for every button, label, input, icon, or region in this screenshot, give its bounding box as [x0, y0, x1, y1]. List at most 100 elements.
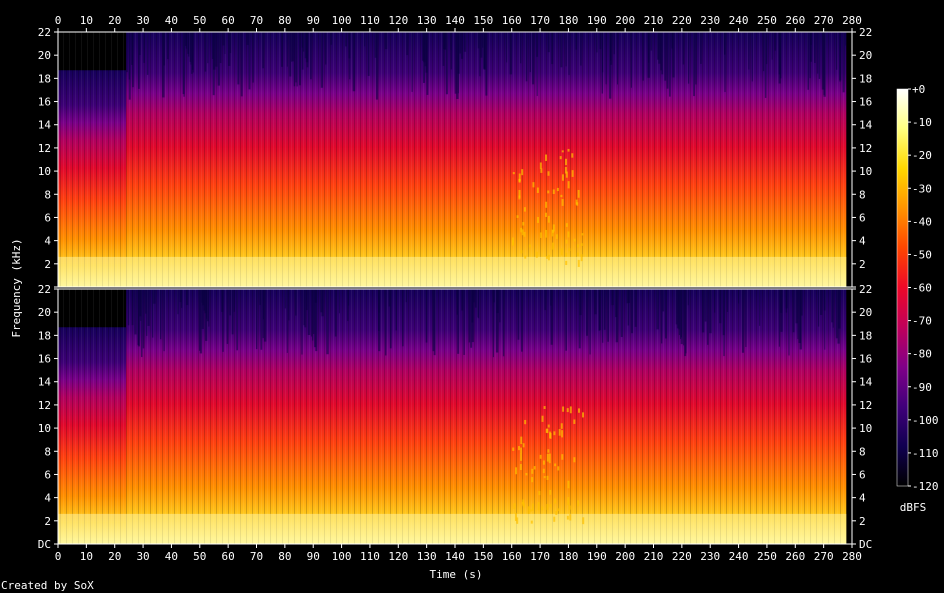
- transient-spot: [520, 250, 523, 254]
- x-tick-label: 50: [193, 14, 206, 27]
- high-band-streak: [146, 289, 148, 336]
- x-tick-label: 140: [445, 550, 465, 563]
- high-band-streak: [771, 32, 773, 60]
- transient-spot: [567, 231, 570, 238]
- transient-spot: [567, 181, 570, 189]
- transient-spot: [576, 244, 579, 248]
- x-tick-label: 280: [842, 550, 862, 563]
- high-band-streak: [821, 32, 825, 90]
- high-band-streak: [259, 289, 261, 305]
- high-band-streak: [707, 289, 709, 345]
- x-tick-label: 130: [417, 550, 437, 563]
- high-band-streak: [345, 32, 347, 47]
- high-band-streak: [774, 32, 777, 51]
- high-band-streak: [138, 32, 140, 89]
- high-band-streak: [378, 289, 381, 352]
- high-band-streak: [315, 289, 318, 352]
- high-band-streak: [579, 289, 582, 316]
- high-band-streak: [305, 32, 309, 63]
- y-tick-label: 22: [38, 26, 51, 39]
- colorbar-tick-label: -70: [912, 315, 932, 328]
- x-axis-label: Time (s): [430, 568, 483, 581]
- high-band-streak: [714, 289, 716, 313]
- x-tick-label: 180: [558, 14, 578, 27]
- high-band-streak: [658, 32, 661, 64]
- x-tick-label: 170: [530, 14, 550, 27]
- high-band-streak: [837, 289, 840, 344]
- high-band-streak: [222, 32, 225, 46]
- transient-spot: [512, 172, 515, 175]
- high-band-streak: [484, 32, 486, 70]
- high-band-streak: [521, 289, 523, 352]
- transient-spot: [549, 504, 552, 508]
- high-band-streak: [281, 32, 284, 67]
- footer-credit: Created by SoX: [1, 579, 94, 592]
- high-band-streak: [320, 32, 324, 88]
- colorbar-strip: [896, 88, 909, 487]
- transient-spot: [560, 194, 563, 198]
- colorbar-tick-label: -40: [912, 215, 932, 228]
- high-band-streak: [627, 289, 630, 326]
- high-band-streak: [778, 32, 781, 84]
- y-tick-label: 14: [38, 119, 52, 132]
- high-band-streak: [314, 289, 317, 348]
- high-band-streak: [479, 32, 481, 77]
- transient-spot: [537, 502, 540, 511]
- transient-spot: [555, 234, 558, 239]
- y-tick-label: 22: [859, 283, 872, 296]
- high-band-streak: [759, 289, 761, 326]
- high-band-streak: [302, 32, 305, 52]
- x-tick-label: 140: [445, 14, 465, 27]
- high-band-streak: [222, 289, 224, 352]
- high-band-streak: [616, 32, 619, 85]
- high-band-streak: [263, 289, 267, 342]
- colorbar-tick-label: -100: [912, 414, 939, 427]
- high-band-streak: [384, 32, 388, 50]
- high-band-streak: [785, 289, 788, 313]
- x-tick-label: 40: [165, 550, 178, 563]
- high-band-streak: [666, 32, 669, 89]
- transient-spot: [539, 162, 542, 169]
- transient-spot: [547, 215, 550, 223]
- x-tick-label: 90: [307, 550, 320, 563]
- high-band-streak: [568, 32, 570, 76]
- high-band-streak: [295, 32, 297, 83]
- y-tick-label: 18: [859, 72, 872, 85]
- high-band-streak: [779, 289, 783, 313]
- high-band-streak: [402, 289, 404, 347]
- y-axis-label: Frequency (kHz): [10, 238, 23, 337]
- x-tick-label: 270: [814, 14, 834, 27]
- high-band-streak: [605, 32, 607, 85]
- transient-spot: [533, 466, 536, 470]
- channel-1-panel: [58, 32, 852, 287]
- transient-spot: [565, 171, 568, 178]
- high-band-streak: [307, 289, 311, 336]
- y-tick-label: 22: [38, 283, 51, 296]
- high-band-streak: [662, 289, 665, 312]
- high-band-streak: [596, 32, 598, 53]
- high-band-streak: [330, 32, 333, 45]
- high-band-streak: [460, 32, 464, 59]
- transient-spot: [545, 154, 548, 161]
- transient-spot: [557, 466, 560, 471]
- high-band-streak: [180, 289, 183, 308]
- transient-spot: [529, 509, 532, 512]
- high-band-streak: [620, 289, 623, 338]
- y-tick-label: 20: [859, 49, 872, 62]
- x-tick-label: 200: [615, 550, 635, 563]
- high-band-streak: [237, 32, 240, 85]
- high-band-streak: [609, 32, 612, 99]
- high-band-streak: [613, 32, 615, 55]
- high-band-streak: [183, 32, 185, 97]
- transient-spot: [555, 510, 558, 515]
- high-band-streak: [290, 32, 293, 62]
- transient-spot: [551, 242, 554, 250]
- y-tick-label: 4: [44, 492, 51, 505]
- high-band-streak: [778, 289, 780, 347]
- high-band-streak: [795, 289, 798, 324]
- high-band-streak: [664, 289, 667, 339]
- y-tick-label: 6: [44, 468, 51, 481]
- transient-spot: [535, 251, 538, 258]
- transient-spot: [565, 158, 568, 166]
- y-tick-label: 8: [859, 445, 866, 458]
